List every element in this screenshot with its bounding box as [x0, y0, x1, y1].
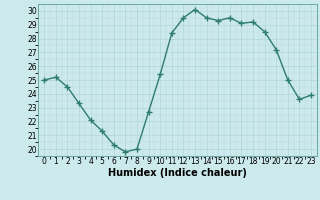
X-axis label: Humidex (Indice chaleur): Humidex (Indice chaleur) [108, 168, 247, 178]
